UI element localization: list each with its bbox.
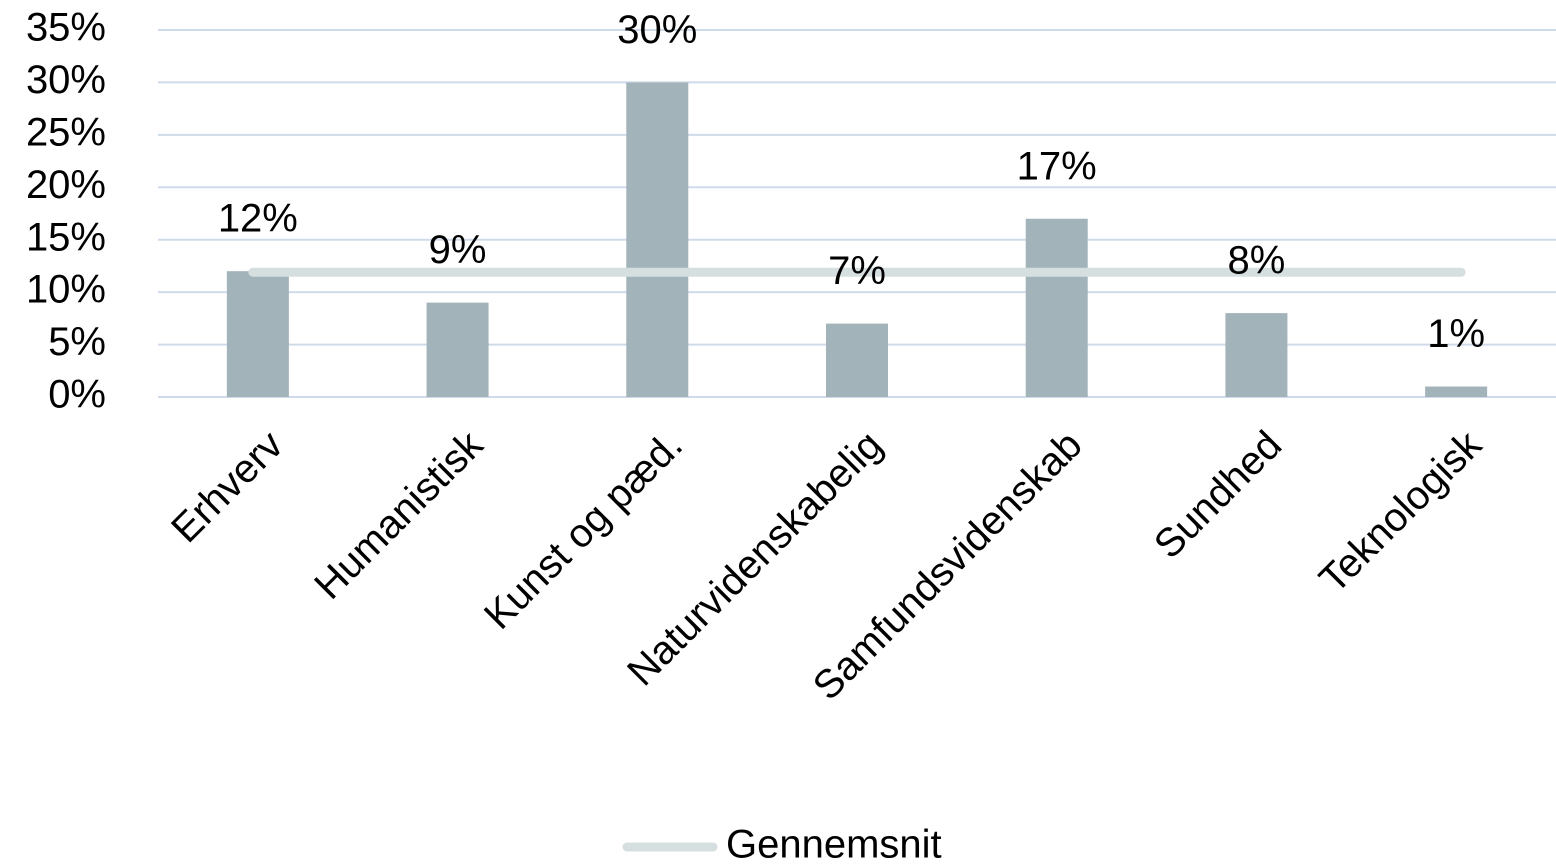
data-label: 1% [1427, 312, 1485, 356]
bar [626, 82, 689, 397]
x-tick-label: Teknologisk [1311, 422, 1491, 602]
data-label: 17% [1017, 144, 1097, 188]
y-tick-label: 20% [26, 163, 106, 207]
y-tick-label: 35% [26, 6, 106, 50]
y-tick-label: 25% [26, 110, 106, 154]
y-tick-label: 15% [26, 215, 106, 259]
bar [1225, 313, 1288, 397]
x-tick-label: Humanistisk [306, 422, 492, 608]
data-label: 7% [828, 249, 886, 293]
bar [1425, 386, 1488, 397]
bar [426, 302, 489, 397]
bar [226, 271, 289, 397]
legend-label: Gennemsnit [726, 823, 942, 866]
y-tick-label: 0% [48, 373, 106, 417]
bar [1025, 218, 1088, 397]
data-label: 12% [218, 197, 298, 241]
data-label: 9% [429, 228, 487, 272]
x-tick-label: Kunst og pæd. [476, 423, 691, 638]
y-tick-label: 10% [26, 268, 106, 312]
bar [826, 323, 888, 397]
y-tick-label: 30% [26, 58, 106, 102]
data-label: 8% [1228, 239, 1286, 283]
x-tick-label: Sundhed [1146, 423, 1290, 567]
y-tick-label: 5% [48, 320, 106, 364]
data-label: 30% [617, 8, 697, 52]
x-tick-label: Erhverv [163, 423, 292, 552]
